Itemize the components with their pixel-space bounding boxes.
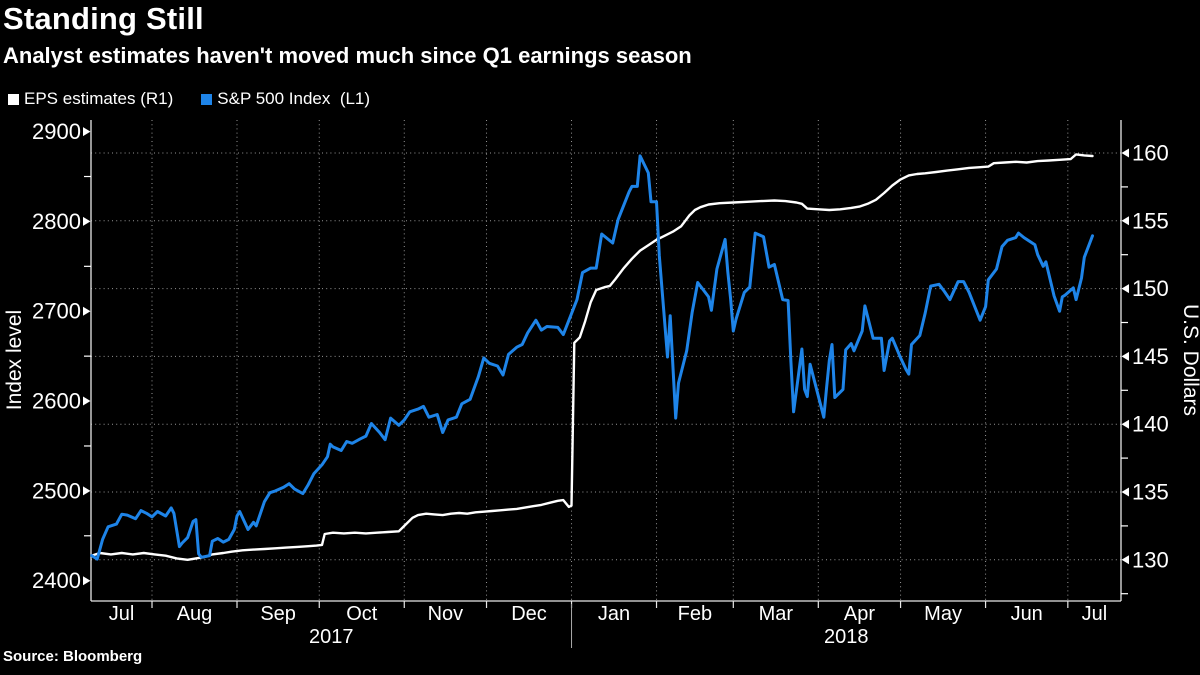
legend-label-spx: S&P 500 Index (L1): [217, 89, 371, 108]
right-axis-tick-label: 160: [1132, 141, 1169, 166]
right-axis-tick-arrow: [1121, 216, 1129, 226]
month-label: Nov: [428, 603, 464, 625]
left-axis-tick-arrow: [83, 486, 91, 496]
legend-item-eps: EPS estimates (R1): [8, 89, 173, 109]
month-label: Jun: [1011, 603, 1043, 625]
month-label: May: [924, 603, 962, 625]
left-axis-title: Index level: [3, 310, 26, 410]
eps-legend-swatch-icon: [8, 93, 19, 105]
month-label: Dec: [511, 603, 547, 625]
page-title: Standing Still: [3, 1, 204, 36]
year-label: 2018: [824, 626, 869, 648]
right-axis-tick-arrow: [1121, 419, 1129, 429]
right-axis-title: U.S. Dollars: [1179, 304, 1200, 416]
month-label: Jul: [1082, 603, 1108, 625]
right-axis-tick-label: 130: [1132, 547, 1169, 572]
left-axis-tick-label: 2800: [32, 209, 81, 234]
left-axis-tick-arrow: [83, 306, 91, 316]
left-axis-tick-label: 2400: [32, 568, 81, 593]
right-axis-tick-arrow: [1121, 284, 1129, 294]
left-axis-tick-arrow: [83, 216, 91, 226]
legend-label-eps: EPS estimates (R1): [24, 89, 174, 108]
month-label: Sep: [260, 603, 296, 625]
left-axis-tick-label: 2600: [32, 389, 81, 414]
right-axis-tick-arrow: [1121, 351, 1129, 361]
month-label: Jan: [598, 603, 630, 625]
month-label: Aug: [177, 603, 213, 625]
year-label: 2017: [309, 626, 354, 648]
month-label: Mar: [759, 603, 794, 625]
right-axis-tick-label: 145: [1132, 344, 1169, 369]
month-label: Feb: [678, 603, 712, 625]
spx-series-line: [90, 154, 1094, 561]
source-label: Source: Bloomberg: [3, 648, 143, 665]
left-axis-tick-label: 2700: [32, 299, 81, 324]
right-axis-tick-label: 135: [1132, 480, 1169, 505]
right-axis-tick-label: 150: [1132, 276, 1169, 301]
right-axis-tick-label: 140: [1132, 412, 1169, 437]
right-axis-tick-arrow: [1121, 148, 1129, 158]
legend-item-spx: S&P 500 Index (L1): [201, 89, 370, 109]
left-axis-tick-arrow: [83, 396, 91, 406]
left-axis-tick-label: 2900: [32, 119, 81, 144]
spx-legend-swatch-icon: [201, 93, 213, 105]
chart-subtitle: Analyst estimates haven't moved much sin…: [3, 43, 692, 68]
left-axis-tick-label: 2500: [32, 478, 81, 503]
month-label: Jul: [109, 603, 135, 625]
left-axis-tick-arrow: [83, 576, 91, 586]
chart-legend: EPS estimates (R1) S&P 500 Index (L1): [8, 89, 370, 109]
right-axis-tick-label: 155: [1132, 208, 1169, 233]
right-axis-tick-arrow: [1121, 555, 1129, 565]
right-axis-tick-arrow: [1121, 487, 1129, 497]
month-label: Oct: [346, 603, 378, 625]
month-label: Apr: [844, 603, 875, 625]
left-axis-tick-arrow: [83, 127, 91, 137]
eps-series-line: [90, 153, 1094, 561]
